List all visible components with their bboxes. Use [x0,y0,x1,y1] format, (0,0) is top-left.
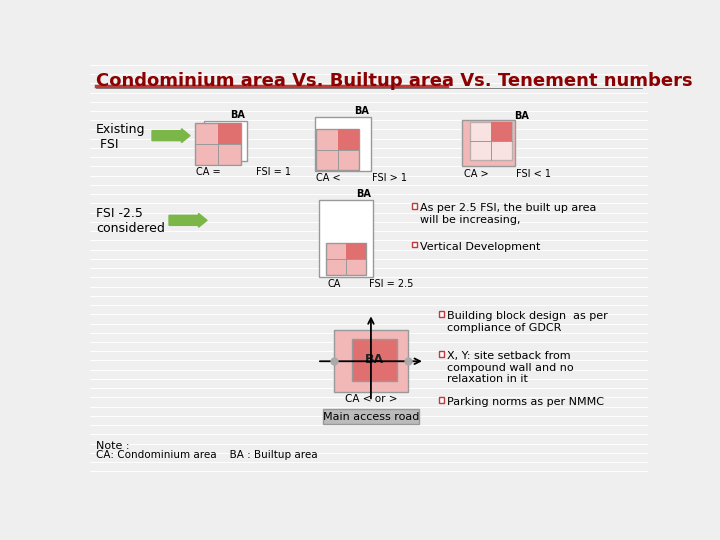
Text: BA: BA [364,353,384,366]
Text: CA >: CA > [464,168,488,179]
Text: CA <: CA < [316,173,341,184]
FancyArrow shape [152,129,190,143]
Text: FSI = 2.5: FSI = 2.5 [369,279,413,289]
Bar [218,123,241,144]
Bar [319,200,373,276]
Text: BA: BA [354,106,369,117]
Text: BA: BA [514,111,528,121]
Text: CA: Condominium area    BA : Builtup area: CA: Condominium area BA : Builtup area [96,450,318,460]
Text: FSI = 1: FSI = 1 [256,167,291,177]
Bar [315,117,371,171]
Bar [462,120,515,166]
Bar [469,122,513,160]
Text: Note :: Note : [96,441,130,450]
Bar [351,339,397,381]
Text: BA: BA [356,189,372,199]
Text: CA < or >: CA < or > [345,394,397,404]
Text: BA: BA [230,110,245,120]
Bar [316,130,359,170]
Bar [346,242,366,259]
Text: Existing
 FSI: Existing FSI [96,123,145,151]
Bar [412,204,417,209]
Text: CA: CA [327,279,341,289]
Bar [323,409,419,424]
Text: X, Y: site setback from
compound wall and no
relaxation in it: X, Y: site setback from compound wall an… [447,351,574,384]
Text: Main access road: Main access road [323,411,419,422]
Text: As per 2.5 FSI, the built up area
will be increasing,: As per 2.5 FSI, the built up area will b… [420,204,597,225]
Text: Vertical Development: Vertical Development [420,242,541,252]
FancyArrow shape [169,213,207,227]
Bar [194,123,241,165]
Text: FSI -2.5
considered: FSI -2.5 considered [96,207,165,235]
Bar [204,121,246,161]
Text: Building block design  as per
compliance of GDCR: Building block design as per compliance … [447,311,608,333]
Bar [438,311,444,316]
Text: Condominium area Vs. Builtup area Vs. Tenement numbers: Condominium area Vs. Builtup area Vs. Te… [96,72,693,91]
Bar [334,330,408,392]
Text: Parking norms as per NMMC: Parking norms as per NMMC [447,397,604,408]
Text: FSI < 1: FSI < 1 [516,168,552,179]
Bar [491,122,513,141]
Bar [438,397,444,403]
Bar [325,242,366,275]
Bar [412,242,417,247]
Text: CA =: CA = [196,167,221,177]
Text: FSI > 1: FSI > 1 [372,173,407,184]
Bar [438,351,444,356]
Bar [338,130,359,150]
